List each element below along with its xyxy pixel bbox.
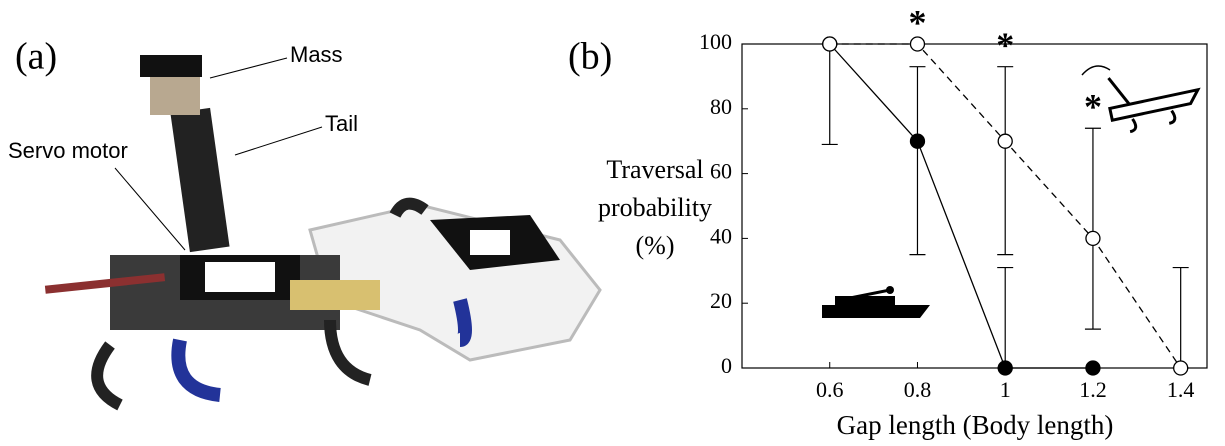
x-tick-label: 0.8 [904, 377, 932, 402]
callout: Servo motor [8, 138, 128, 163]
y-axis-label: probability [598, 193, 712, 222]
x-axis-label: Gap length (Body length) [837, 410, 1114, 440]
robot-illustration [44, 55, 602, 411]
data-point [1173, 360, 1189, 376]
y-axis-label: Traversal [606, 155, 703, 184]
error-bar [1172, 266, 1189, 369]
significance-marker: * [996, 25, 1014, 65]
y-tick-label: 80 [710, 94, 732, 119]
x-tick-label: 1.2 [1079, 377, 1107, 402]
significance-marker: * [908, 2, 926, 42]
data-point [1085, 360, 1101, 376]
callout: Tail [325, 111, 358, 136]
error-bar [997, 66, 1014, 256]
callout: Mass [290, 42, 343, 67]
data-point [1085, 230, 1101, 247]
x-tick-label: 1 [1000, 377, 1011, 402]
data-point [997, 133, 1013, 149]
x-tick-label: 0.6 [816, 377, 844, 402]
callout-arrow [114, 167, 186, 251]
significance-marker: * [1084, 87, 1102, 127]
y-tick-label: 20 [710, 288, 732, 313]
y-tick-label: 0 [721, 353, 732, 378]
data-point [822, 36, 838, 52]
y-axis-label: (%) [636, 231, 675, 260]
plot-frame [741, 43, 1208, 369]
panel-label: (b) [568, 36, 612, 78]
data-point [909, 36, 926, 52]
series-line [829, 43, 1093, 369]
data-point [997, 360, 1013, 376]
rotation-arrow [1081, 65, 1111, 76]
robot-icon [1107, 77, 1201, 134]
error-bar [821, 43, 838, 146]
y-tick-label: 100 [699, 29, 732, 54]
error-bar [1084, 127, 1101, 330]
panel-label: (a) [15, 36, 57, 78]
error-bar [909, 66, 926, 256]
data-point [909, 133, 926, 149]
y-tick-label: 60 [710, 159, 732, 184]
robot-icon [822, 286, 930, 318]
callout-arrow [209, 57, 288, 79]
x-tick-label: 1.4 [1167, 377, 1195, 402]
callout-arrow [234, 126, 323, 156]
y-tick-label: 40 [710, 223, 732, 248]
